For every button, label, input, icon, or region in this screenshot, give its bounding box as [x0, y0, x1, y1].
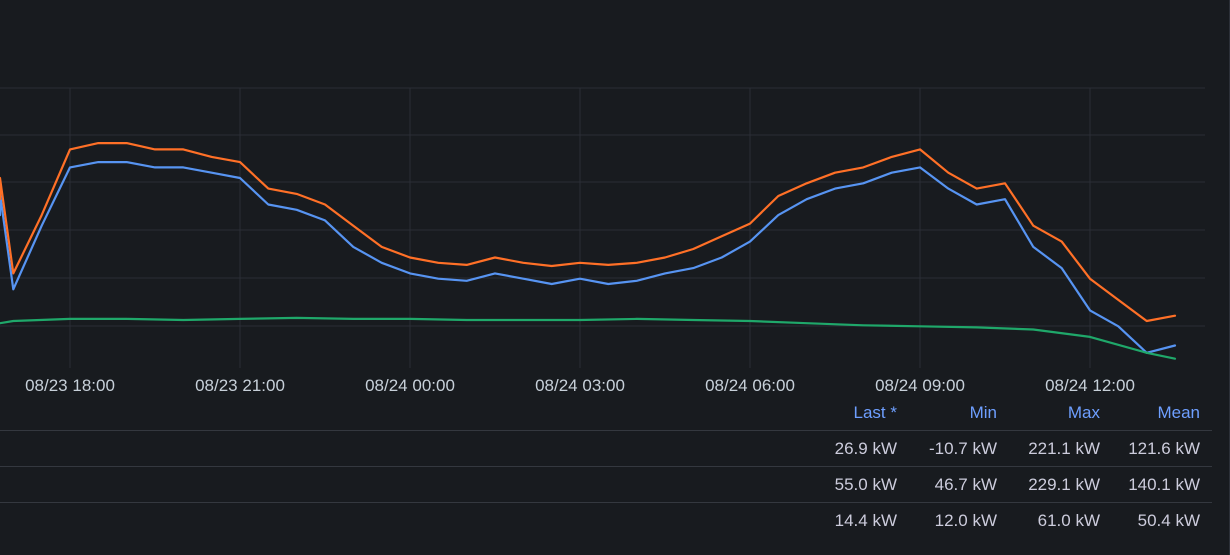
x-tick-label: 08/24 03:00 — [535, 376, 625, 395]
legend-mean-value: 140.1 kW — [1128, 475, 1200, 494]
legend-table: Last * Min Max Mean 26.9 kW -10.7 kW 221… — [0, 396, 1212, 538]
chart-grid — [0, 87, 1205, 368]
legend-last-value: 14.4 kW — [834, 511, 897, 530]
x-tick-label: 08/24 06:00 — [705, 376, 795, 395]
series-line-2[interactable] — [0, 316, 1177, 360]
legend-header-mean[interactable]: Mean — [1157, 403, 1200, 422]
x-tick-label: 08/24 09:00 — [875, 376, 965, 395]
legend-max-value: 61.0 kW — [1037, 511, 1100, 530]
legend-last-value: 26.9 kW — [834, 439, 897, 458]
legend-max-value: 221.1 kW — [1028, 439, 1100, 458]
legend-row-blue-series[interactable]: 26.9 kW -10.7 kW 221.1 kW 121.6 kW — [0, 430, 1212, 466]
series-line-0[interactable] — [0, 161, 1177, 354]
x-tick-label: 08/23 21:00 — [195, 376, 285, 395]
legend-header-last[interactable]: Last * — [853, 403, 897, 422]
legend-mean-value: 121.6 kW — [1128, 439, 1200, 458]
legend-min-value: 12.0 kW — [934, 511, 997, 530]
legend-header-min[interactable]: Min — [969, 403, 997, 422]
legend-max-value: 229.1 kW — [1028, 475, 1100, 494]
series-line-1[interactable] — [0, 142, 1177, 323]
legend-mean-value: 50.4 kW — [1137, 511, 1200, 530]
legend-header-row: Last * Min Max Mean — [0, 396, 1212, 430]
chart-series — [0, 142, 1177, 360]
x-axis: 08/23 18:00 08/23 21:00 08/24 00:00 08/24 0… — [25, 376, 1135, 395]
legend-header-max[interactable]: Max — [1067, 403, 1100, 422]
legend-row-green-series[interactable]: 14.4 kW 12.0 kW 61.0 kW 50.4 kW — [0, 502, 1212, 538]
x-tick-label: 08/24 12:00 — [1045, 376, 1135, 395]
legend-min-value: 46.7 kW — [934, 475, 997, 494]
legend-last-value: 55.0 kW — [834, 475, 897, 494]
legend-min-value: -10.7 kW — [928, 439, 997, 458]
power-chart[interactable]: 08/23 18:00 08/23 21:00 08/24 00:00 08/24 0… — [0, 0, 1230, 400]
legend-row-orange-series[interactable]: 55.0 kW 46.7 kW 229.1 kW 140.1 kW — [0, 466, 1212, 502]
x-tick-label: 08/24 00:00 — [365, 376, 455, 395]
x-tick-label: 08/23 18:00 — [25, 376, 115, 395]
